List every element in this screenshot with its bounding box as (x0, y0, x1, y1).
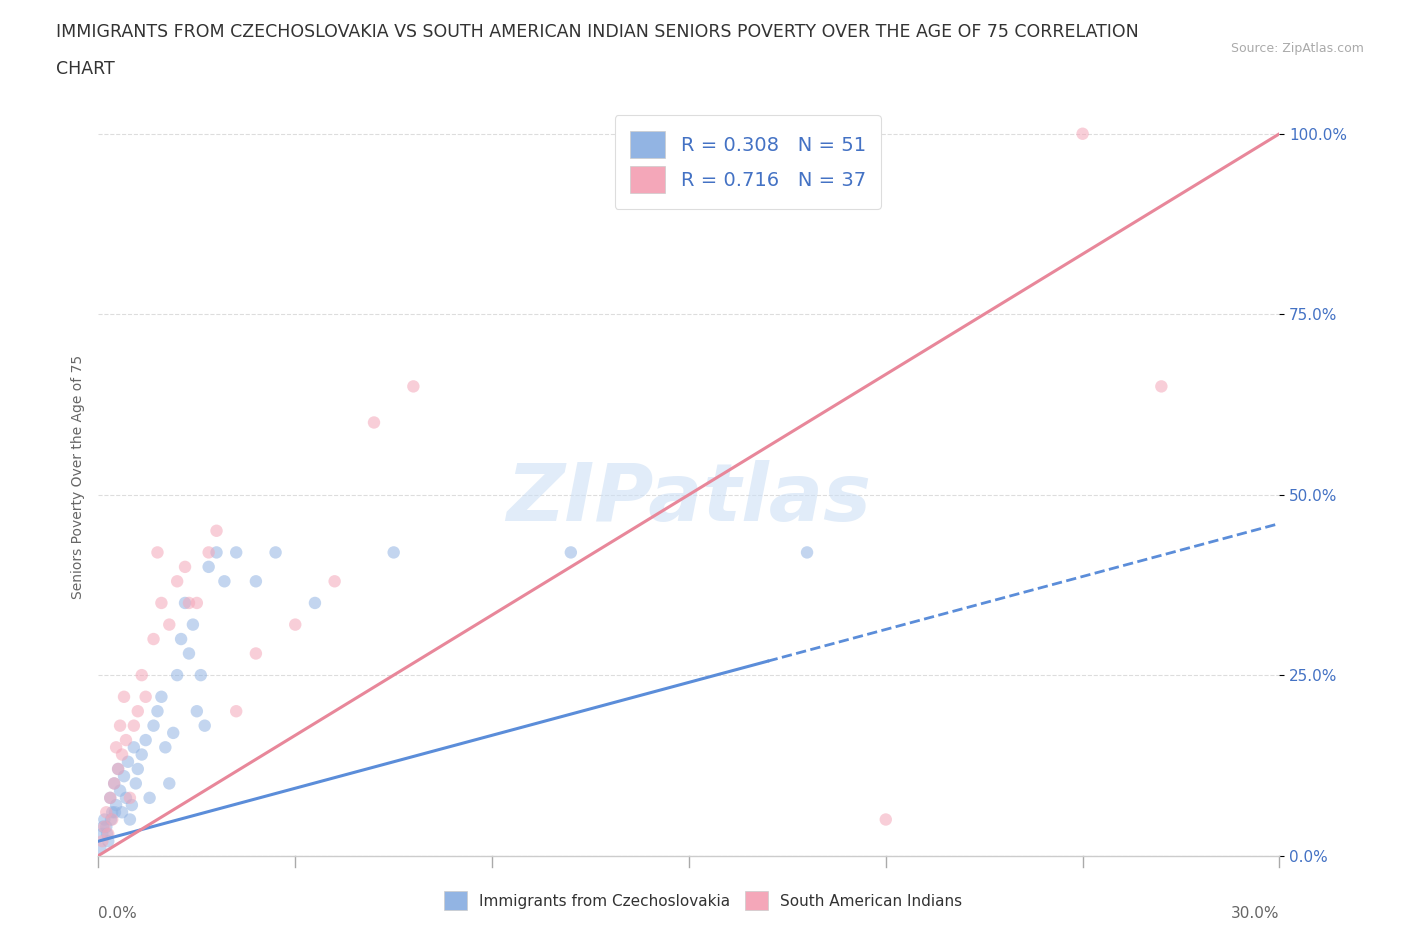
Point (197, 545, 219, 560)
Point (121, 798, 143, 813)
Point (162, 725, 184, 740)
Point (382, 545, 405, 560)
Text: ZIPatlas: ZIPatlas (506, 460, 872, 538)
Point (131, 668, 153, 683)
Point (197, 560, 219, 575)
Point (131, 747, 153, 762)
Point (112, 769, 135, 784)
Point (304, 595, 326, 610)
Point (190, 668, 212, 683)
Point (174, 595, 197, 610)
Point (96, 804, 118, 819)
Point (142, 718, 165, 733)
Point (115, 790, 138, 805)
Point (100, 812, 122, 827)
Point (225, 704, 247, 719)
Point (91, 833, 114, 848)
Point (105, 740, 128, 755)
Point (264, 545, 287, 560)
Point (111, 804, 134, 819)
Point (560, 545, 582, 560)
Point (107, 762, 129, 777)
Point (101, 804, 124, 819)
Point (181, 618, 204, 632)
Point (186, 595, 208, 610)
Point (146, 545, 169, 560)
Point (177, 646, 200, 661)
Point (225, 545, 247, 560)
Point (97, 833, 120, 848)
Point (104, 804, 127, 819)
Point (96, 819, 118, 834)
Point (103, 776, 125, 790)
Point (1150, 379, 1173, 393)
Point (875, 812, 897, 827)
Point (103, 776, 125, 790)
Point (98, 790, 121, 805)
Point (97, 827, 120, 842)
Point (93, 812, 115, 827)
Point (214, 574, 236, 589)
Point (170, 631, 193, 646)
Legend: Immigrants from Czechoslovakia, South American Indians: Immigrants from Czechoslovakia, South Am… (436, 884, 970, 918)
Point (205, 524, 228, 538)
Point (117, 754, 139, 769)
Point (323, 574, 346, 589)
Point (108, 718, 131, 733)
Point (91, 819, 114, 834)
Point (174, 560, 197, 575)
Point (142, 631, 165, 646)
Point (89, 841, 111, 856)
Point (363, 415, 385, 430)
Point (245, 646, 267, 661)
Point (111, 747, 134, 762)
Y-axis label: Seniors Poverty Over the Age of 75: Seniors Poverty Over the Age of 75 (70, 354, 84, 599)
Point (107, 762, 129, 777)
Point (146, 704, 169, 719)
Point (1071, 126, 1094, 141)
Text: 30.0%: 30.0% (1232, 906, 1279, 921)
Point (125, 776, 148, 790)
Point (245, 574, 267, 589)
Point (118, 812, 141, 827)
Text: 0.0%: 0.0% (98, 906, 138, 921)
Point (135, 733, 157, 748)
Point (98, 790, 121, 805)
Point (796, 545, 818, 560)
Point (96, 827, 118, 842)
Point (115, 733, 138, 748)
Point (108, 783, 131, 798)
Point (112, 689, 135, 704)
Point (122, 740, 145, 755)
Point (101, 812, 124, 827)
Point (186, 704, 208, 719)
Point (284, 618, 307, 632)
Point (402, 379, 425, 393)
Point (157, 618, 180, 632)
Point (91, 827, 114, 842)
Point (135, 689, 157, 704)
Point (150, 689, 173, 704)
Point (105, 798, 128, 813)
Point (205, 545, 228, 560)
Text: Source: ZipAtlas.com: Source: ZipAtlas.com (1230, 42, 1364, 55)
Point (166, 668, 188, 683)
Point (122, 718, 145, 733)
Point (194, 718, 217, 733)
Point (138, 790, 160, 805)
Text: IMMIGRANTS FROM CZECHOSLOVAKIA VS SOUTH AMERICAN INDIAN SENIORS POVERTY OVER THE: IMMIGRANTS FROM CZECHOSLOVAKIA VS SOUTH … (56, 23, 1139, 41)
Point (155, 740, 177, 755)
Legend: R = 0.308   N = 51, R = 0.716   N = 37: R = 0.308 N = 51, R = 0.716 N = 37 (614, 115, 882, 209)
Point (127, 704, 149, 719)
Point (177, 595, 200, 610)
Point (118, 790, 141, 805)
Point (166, 574, 188, 589)
Text: CHART: CHART (56, 60, 115, 78)
Point (157, 776, 180, 790)
Point (150, 595, 173, 610)
Point (93, 819, 115, 834)
Point (127, 762, 149, 777)
